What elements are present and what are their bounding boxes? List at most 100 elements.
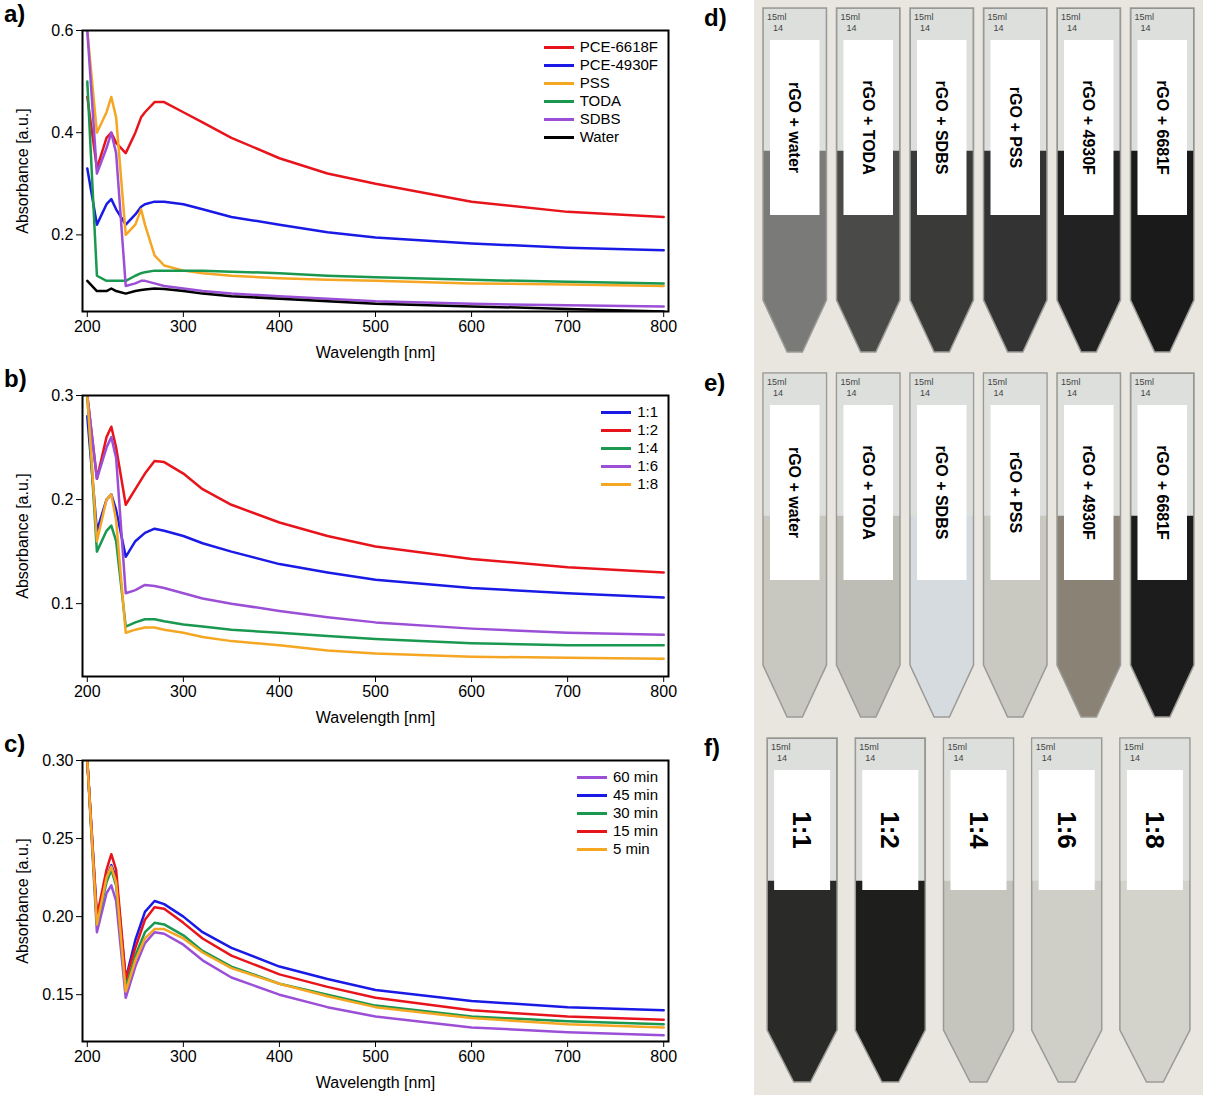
svg-text:0.2: 0.2: [51, 491, 73, 508]
svg-text:15ml: 15ml: [1036, 742, 1056, 752]
svg-text:0.2: 0.2: [51, 226, 73, 243]
svg-text:rGO + TODA: rGO + TODA: [860, 445, 877, 540]
svg-text:600: 600: [458, 683, 485, 700]
svg-text:15ml: 15ml: [988, 377, 1008, 387]
svg-text:800: 800: [650, 1048, 677, 1065]
html-text:b): b): [4, 365, 27, 392]
svg-text:500: 500: [362, 683, 389, 700]
svg-text:15ml: 15ml: [914, 12, 934, 22]
svg-text:0.15: 0.15: [42, 986, 73, 1003]
svg-text:600: 600: [458, 318, 485, 335]
svg-text:400: 400: [266, 1048, 293, 1065]
svg-text:200: 200: [74, 318, 101, 335]
svg-text:14: 14: [773, 388, 783, 398]
svg-text:15ml: 15ml: [767, 377, 787, 387]
svg-text:14: 14: [994, 23, 1004, 33]
html-text:a): a): [4, 0, 26, 27]
svg-text:700: 700: [554, 1048, 581, 1065]
svg-text:15ml: 15ml: [1061, 12, 1081, 22]
svg-text:14: 14: [1067, 23, 1077, 33]
svg-text:14: 14: [777, 753, 787, 763]
svg-text:14: 14: [1141, 388, 1151, 398]
svg-text:rGO + water: rGO + water: [786, 447, 803, 538]
svg-text:1:1: 1:1: [787, 811, 817, 849]
svg-text:15ml: 15ml: [841, 377, 861, 387]
svg-text:14: 14: [1130, 753, 1140, 763]
svg-text:1:2: 1:2: [875, 811, 905, 849]
svg-text:15ml: 15ml: [1124, 742, 1144, 752]
svg-text:0.30: 0.30: [42, 752, 73, 769]
svg-text:15ml: 15ml: [948, 742, 968, 752]
svg-text:500: 500: [362, 1048, 389, 1065]
svg-text:14: 14: [1042, 753, 1052, 763]
svg-text:0.25: 0.25: [42, 830, 73, 847]
svg-text:0.6: 0.6: [51, 22, 73, 39]
svg-text:0.3: 0.3: [51, 387, 73, 404]
svg-text:700: 700: [554, 318, 581, 335]
html-text:PCE-4930F: PCE-4930F: [579, 56, 658, 73]
svg-text:14: 14: [1141, 23, 1151, 33]
svg-text:15ml: 15ml: [1135, 12, 1155, 22]
svg-text:1:4: 1:4: [964, 811, 994, 849]
svg-text:Wavelength [nm]: Wavelength [nm]: [316, 1074, 435, 1091]
svg-text:rGO + 6681F: rGO + 6681F: [1154, 80, 1171, 175]
html-text:PCE-6618F: PCE-6618F: [579, 38, 658, 55]
svg-text:15ml: 15ml: [1135, 377, 1155, 387]
svg-text:14: 14: [847, 23, 857, 33]
svg-text:600: 600: [458, 1048, 485, 1065]
svg-text:1:6: 1:6: [1052, 811, 1082, 849]
svg-text:rGO + 4930F: rGO + 4930F: [1080, 445, 1097, 540]
svg-text:1:8: 1:8: [1140, 811, 1170, 849]
svg-text:300: 300: [170, 1048, 197, 1065]
svg-text:rGO + 4930F: rGO + 4930F: [1080, 80, 1097, 175]
svg-text:400: 400: [266, 318, 293, 335]
svg-text:500: 500: [362, 318, 389, 335]
html-text:c): c): [4, 730, 26, 757]
svg-text:14: 14: [920, 388, 930, 398]
svg-text:e): e): [704, 369, 725, 396]
svg-text:d): d): [704, 4, 727, 31]
svg-text:14: 14: [847, 388, 857, 398]
svg-text:15ml: 15ml: [914, 377, 934, 387]
svg-text:Absorbance [a.u.]: Absorbance [a.u.]: [14, 473, 31, 598]
svg-text:700: 700: [554, 683, 581, 700]
svg-text:400: 400: [266, 683, 293, 700]
svg-text:0.4: 0.4: [51, 124, 73, 141]
svg-text:14: 14: [994, 388, 1004, 398]
svg-text:f): f): [704, 734, 720, 761]
svg-text:14: 14: [773, 23, 783, 33]
html-text:TODA: TODA: [579, 92, 621, 109]
svg-text:rGO + 6681F: rGO + 6681F: [1154, 445, 1171, 540]
svg-text:0.1: 0.1: [51, 595, 73, 612]
html-text:PSS: PSS: [579, 74, 610, 91]
svg-text:15ml: 15ml: [1061, 377, 1081, 387]
svg-text:15ml: 15ml: [767, 12, 787, 22]
svg-text:800: 800: [650, 318, 677, 335]
svg-text:Wavelength [nm]: Wavelength [nm]: [316, 344, 435, 361]
svg-text:15ml: 15ml: [841, 12, 861, 22]
svg-text:rGO + PSS: rGO + PSS: [1007, 87, 1024, 169]
svg-text:800: 800: [650, 683, 677, 700]
svg-text:300: 300: [170, 318, 197, 335]
svg-text:rGO + SDBS: rGO + SDBS: [933, 446, 950, 540]
html-text:SDBS: SDBS: [579, 110, 621, 127]
html-text:Water: Water: [579, 128, 620, 145]
svg-text:14: 14: [954, 753, 964, 763]
svg-text:Absorbance [a.u.]: Absorbance [a.u.]: [14, 108, 31, 233]
svg-text:15ml: 15ml: [771, 742, 791, 752]
svg-text:0.20: 0.20: [42, 908, 73, 925]
svg-text:rGO + PSS: rGO + PSS: [1007, 452, 1024, 534]
svg-text:200: 200: [74, 1048, 101, 1065]
svg-text:Wavelength [nm]: Wavelength [nm]: [316, 709, 435, 726]
svg-text:rGO + water: rGO + water: [786, 82, 803, 173]
svg-text:14: 14: [1067, 388, 1077, 398]
svg-text:rGO + TODA: rGO + TODA: [860, 80, 877, 175]
svg-text:300: 300: [170, 683, 197, 700]
svg-text:14: 14: [865, 753, 875, 763]
svg-text:15ml: 15ml: [859, 742, 879, 752]
svg-text:14: 14: [920, 23, 930, 33]
svg-text:15ml: 15ml: [988, 12, 1008, 22]
svg-text:200: 200: [74, 683, 101, 700]
svg-text:Absorbance [a.u.]: Absorbance [a.u.]: [14, 838, 31, 963]
svg-text:rGO + SDBS: rGO + SDBS: [933, 81, 950, 175]
